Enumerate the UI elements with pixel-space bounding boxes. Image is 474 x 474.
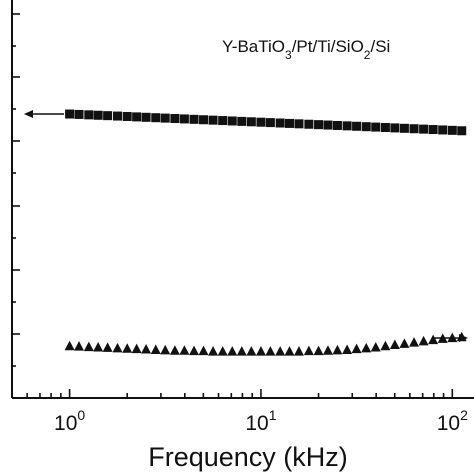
- triangle-point-37: [418, 335, 429, 346]
- triangle-point-8: [141, 344, 152, 354]
- square-point-14: [199, 115, 209, 125]
- square-point-38: [428, 125, 438, 135]
- square-point-30: [352, 121, 362, 131]
- triangle-point-6: [122, 343, 133, 353]
- series-layer: [64, 109, 467, 356]
- triangle-point-14: [198, 345, 209, 356]
- square-point-23: [285, 118, 295, 128]
- square-point-10: [160, 113, 170, 123]
- triangle-point-3: [93, 342, 104, 352]
- square-point-15: [208, 115, 218, 125]
- square-point-18: [237, 116, 247, 126]
- y-ticks: [12, 13, 20, 399]
- triangle-point-27: [322, 345, 333, 355]
- triangle-point-2: [83, 341, 94, 352]
- square-point-36: [409, 124, 419, 134]
- square-point-19: [246, 117, 256, 127]
- triangle-point-31: [361, 342, 372, 353]
- square-point-40: [447, 125, 457, 135]
- triangle-point-15: [208, 346, 219, 356]
- triangle-point-32: [370, 342, 381, 352]
- triangle-point-5: [112, 342, 123, 353]
- triangle-point-12: [179, 345, 190, 355]
- x-axis-label: Frequency (kHz): [148, 442, 348, 472]
- triangle-point-4: [102, 342, 113, 352]
- square-point-11: [170, 114, 180, 124]
- square-point-34: [390, 123, 400, 133]
- x-ticks: 100 101 102: [11, 389, 468, 435]
- square-point-22: [275, 118, 285, 128]
- triangle-point-1: [74, 341, 85, 351]
- triangle-point-21: [265, 346, 276, 356]
- sample-annotation: Y-BaTiO3/Pt/Ti/SiO2/Si: [222, 37, 390, 62]
- series-0-square: [65, 109, 467, 136]
- x-tick-label-2: 102: [437, 407, 468, 435]
- square-point-21: [265, 118, 275, 128]
- square-point-7: [132, 112, 142, 122]
- square-point-13: [189, 114, 199, 124]
- square-point-17: [227, 116, 237, 126]
- square-point-0: [65, 109, 75, 119]
- square-point-26: [314, 120, 324, 130]
- square-point-35: [399, 123, 409, 133]
- left-axis-arrow: [24, 110, 64, 118]
- square-point-24: [294, 119, 304, 129]
- square-point-25: [304, 119, 314, 129]
- triangle-point-11: [169, 345, 180, 355]
- triangle-point-22: [275, 346, 286, 356]
- triangle-point-7: [131, 343, 142, 354]
- square-point-39: [438, 125, 448, 135]
- right-axis-arrow: [434, 334, 468, 342]
- x-tick-label-1: 101: [245, 407, 276, 435]
- triangle-point-29: [342, 344, 353, 354]
- triangle-point-25: [303, 345, 314, 356]
- triangle-point-30: [351, 343, 362, 354]
- triangle-point-18: [236, 346, 247, 356]
- triangle-point-9: [150, 344, 161, 354]
- triangle-point-36: [409, 337, 420, 347]
- square-point-16: [218, 116, 228, 126]
- triangle-point-24: [293, 346, 304, 356]
- square-point-27: [323, 120, 333, 130]
- square-point-29: [342, 121, 352, 131]
- triangle-point-35: [399, 338, 410, 348]
- square-point-41: [457, 126, 467, 136]
- triangle-point-28: [332, 344, 343, 355]
- triangle-point-33: [380, 340, 391, 351]
- triangle-point-26: [313, 345, 324, 356]
- square-point-9: [151, 113, 161, 123]
- square-point-20: [256, 117, 266, 127]
- triangle-point-10: [160, 344, 171, 355]
- triangle-point-38: [428, 334, 439, 345]
- square-point-37: [419, 124, 429, 134]
- square-point-4: [103, 111, 113, 121]
- plot-axes: [11, 0, 474, 399]
- square-point-12: [179, 114, 189, 124]
- square-point-31: [361, 122, 371, 132]
- x-tick-label-0: 100: [54, 407, 85, 435]
- series-1-triangle-up: [64, 331, 467, 356]
- triangle-point-13: [189, 345, 200, 356]
- square-point-28: [332, 120, 342, 130]
- square-point-6: [122, 111, 132, 121]
- triangle-point-34: [389, 339, 400, 350]
- triangle-point-20: [255, 346, 266, 356]
- square-point-32: [371, 122, 381, 132]
- square-point-3: [93, 110, 103, 120]
- square-point-1: [74, 109, 84, 119]
- square-point-2: [84, 110, 94, 120]
- square-point-8: [141, 112, 151, 122]
- square-point-5: [113, 111, 123, 121]
- triangle-point-17: [227, 346, 238, 356]
- square-point-33: [380, 122, 390, 132]
- triangle-point-23: [284, 346, 295, 356]
- triangle-point-0: [64, 340, 75, 351]
- triangle-point-19: [246, 346, 257, 356]
- triangle-point-16: [217, 346, 228, 356]
